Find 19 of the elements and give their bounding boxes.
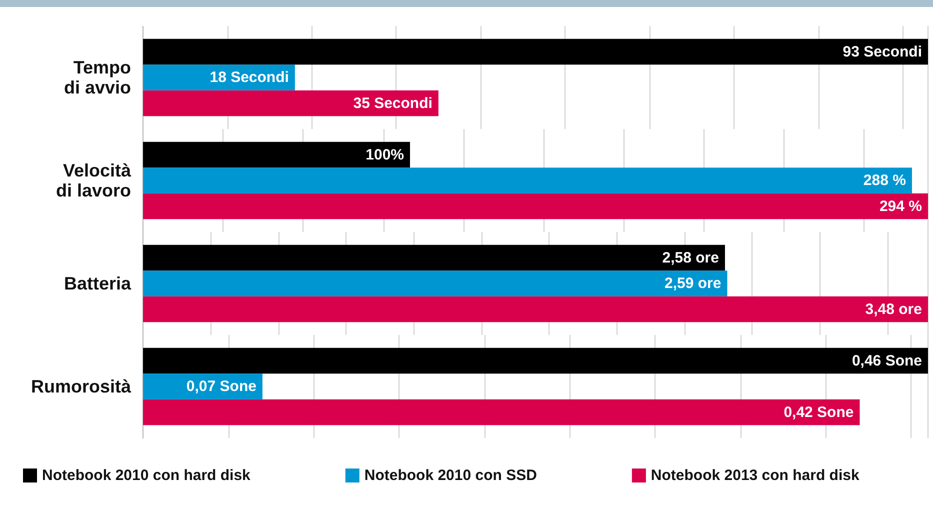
data-label: 288 % — [863, 172, 906, 188]
data-label: 18 Secondi — [210, 68, 289, 86]
data-label: 93 Secondi — [842, 42, 922, 60]
y-tick-label: Batteria — [64, 273, 132, 293]
data-label: 294 % — [879, 197, 922, 214]
data-label: 0,07 Sone — [186, 378, 256, 394]
data-label: 100% — [366, 146, 404, 163]
data-label: 0,46 Sone — [852, 352, 922, 369]
y-tick-label: Velocità di lavoro — [56, 160, 132, 200]
y-tick-label: Rumorosità — [30, 376, 132, 396]
data-label: 2,58 ore — [662, 248, 719, 266]
legend-label: Notebook 2010 con hard disk — [42, 466, 252, 484]
data-label: 35 Secondi — [353, 94, 432, 112]
data-label: 0,42 Sone — [784, 403, 854, 420]
data-label: 3,48 ore — [865, 300, 922, 318]
legend-label: Notebook 2013 con hard disk — [650, 466, 860, 484]
y-tick-label: Tempo di avvio — [64, 57, 131, 97]
legend-label: Notebook 2010 con SSD — [364, 466, 538, 484]
data-label: 2,59 ore — [664, 274, 722, 292]
